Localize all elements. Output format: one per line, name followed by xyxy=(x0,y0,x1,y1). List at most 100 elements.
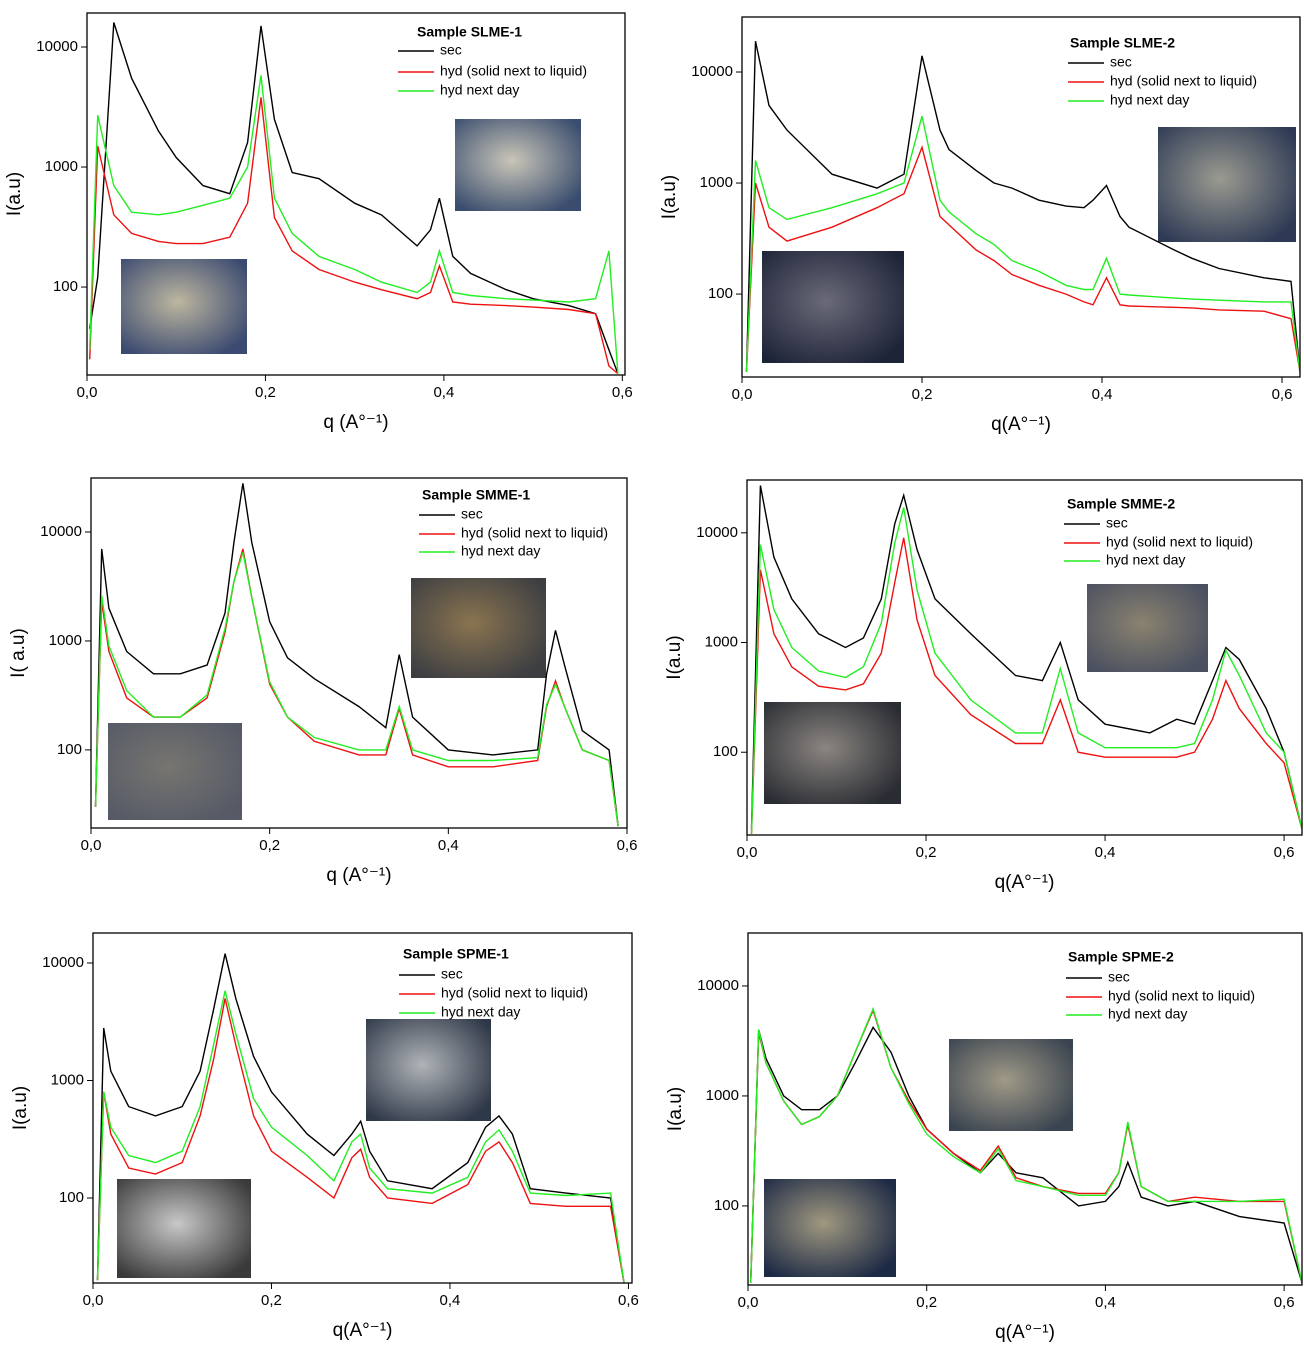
panel-title: Sample SLME-2 xyxy=(1070,35,1175,51)
y-tick-label: 100 xyxy=(714,1197,739,1214)
x-tick-label: 0,6 xyxy=(1272,386,1293,403)
series-line xyxy=(750,537,1302,834)
x-tick-label: 0,4 xyxy=(440,1292,461,1309)
y-axis-label: I( a.u) xyxy=(8,628,29,678)
legend-label: hyd (solid next to liquid) xyxy=(461,525,608,541)
series-line xyxy=(750,1006,1302,1283)
inset-photo xyxy=(366,1019,491,1121)
inset-photo xyxy=(121,259,247,354)
legend-label: hyd next day xyxy=(441,1004,520,1020)
x-tick-label: 0,2 xyxy=(261,1292,282,1309)
x-tick-label: 0,2 xyxy=(916,844,937,861)
series-line xyxy=(745,145,1300,372)
y-axis-label: I(a.u) xyxy=(4,172,25,216)
plot-frame xyxy=(86,12,626,376)
plot-frame xyxy=(90,477,628,829)
y-tick-label: 100 xyxy=(53,278,78,295)
x-tick-label: 0,4 xyxy=(1095,1294,1116,1311)
x-tick-label: 0,2 xyxy=(255,384,276,401)
inset-photo xyxy=(1087,584,1208,672)
plot-frame xyxy=(747,932,1303,1286)
y-tick-label: 100 xyxy=(713,743,738,760)
legend-label: hyd next day xyxy=(1108,1006,1187,1022)
legend-label: sec xyxy=(1106,515,1128,531)
legend-label: hyd next day xyxy=(1106,552,1185,568)
inset-photo xyxy=(949,1039,1073,1131)
y-tick-label: 10000 xyxy=(697,977,739,994)
x-tick-label: 0,6 xyxy=(617,837,638,854)
y-tick-label: 100 xyxy=(708,285,733,302)
y-tick-label: 100 xyxy=(59,1189,84,1206)
x-tick-label: 0,2 xyxy=(912,386,933,403)
series-line xyxy=(745,40,1300,372)
x-tick-label: 0,4 xyxy=(438,837,459,854)
legend-label: hyd (solid next to liquid) xyxy=(441,985,588,1001)
series-line xyxy=(745,116,1300,372)
panel-title: Sample SMME-2 xyxy=(1067,496,1175,512)
x-tick-label: 0,2 xyxy=(916,1294,937,1311)
panel-title: Sample SPME-2 xyxy=(1068,949,1174,965)
x-tick-label: 0,0 xyxy=(737,844,758,861)
x-tick-label: 0,0 xyxy=(83,1292,104,1309)
y-tick-label: 10000 xyxy=(36,38,78,55)
plot-frame xyxy=(746,479,1303,836)
legend-label: sec xyxy=(440,42,462,58)
x-axis-label: q(A°⁻¹) xyxy=(333,1320,393,1341)
x-tick-label: 0,2 xyxy=(259,837,280,854)
y-tick-label: 10000 xyxy=(40,523,82,540)
x-axis-label: q (A°⁻¹) xyxy=(326,865,391,886)
series-line xyxy=(94,552,619,827)
series-line xyxy=(89,75,619,374)
x-tick-label: 0,0 xyxy=(77,384,98,401)
legend-label: hyd next day xyxy=(440,82,519,98)
y-axis-label: I(a.u) xyxy=(664,635,685,679)
panel-title: Sample SPME-1 xyxy=(403,946,509,962)
inset-photo xyxy=(455,119,581,211)
inset-photo xyxy=(1158,127,1296,242)
series-line xyxy=(96,953,625,1283)
panel-title: Sample SMME-1 xyxy=(422,487,530,503)
y-tick-label: 100 xyxy=(57,741,82,758)
legend-label: hyd (solid next to liquid) xyxy=(1110,73,1257,89)
inset-photo xyxy=(762,251,904,363)
x-tick-label: 0,4 xyxy=(1092,386,1113,403)
x-tick-label: 0,6 xyxy=(1274,1294,1295,1311)
legend-label: hyd (solid next to liquid) xyxy=(440,63,587,79)
inset-photo xyxy=(108,723,242,820)
y-axis-label: I(a.u) xyxy=(10,1086,31,1130)
series-line xyxy=(89,97,619,375)
y-tick-label: 10000 xyxy=(691,63,733,80)
inset-photo xyxy=(411,578,546,678)
y-tick-label: 1000 xyxy=(705,633,738,650)
plot-frame xyxy=(741,16,1301,378)
plot-frame xyxy=(92,932,633,1284)
x-axis-label: q(A°⁻¹) xyxy=(991,414,1051,435)
y-tick-label: 1000 xyxy=(700,174,733,191)
x-axis-label: q (A°⁻¹) xyxy=(323,412,388,433)
x-tick-label: 0,4 xyxy=(433,384,454,401)
x-tick-label: 0,4 xyxy=(1095,844,1116,861)
panel-title: Sample SLME-1 xyxy=(417,24,522,40)
x-axis-label: q(A°⁻¹) xyxy=(995,872,1055,893)
legend-label: sec xyxy=(1110,54,1132,70)
series-line xyxy=(96,990,625,1283)
x-axis-label: q(A°⁻¹) xyxy=(995,1322,1055,1343)
legend-label: hyd (solid next to liquid) xyxy=(1106,534,1253,550)
series-line xyxy=(750,485,1302,830)
legend-label: hyd next day xyxy=(1110,92,1189,108)
legend-label: sec xyxy=(441,966,463,982)
x-tick-label: 0,0 xyxy=(732,386,753,403)
x-tick-label: 0,6 xyxy=(1274,844,1295,861)
series-line xyxy=(89,22,619,374)
inset-photo xyxy=(764,1179,896,1277)
series-line xyxy=(94,483,619,827)
x-tick-label: 0,0 xyxy=(81,837,102,854)
x-tick-label: 0,6 xyxy=(618,1292,639,1309)
x-tick-label: 0,6 xyxy=(612,384,633,401)
legend-label: sec xyxy=(1108,969,1130,985)
legend-label: hyd next day xyxy=(461,543,540,559)
y-tick-label: 1000 xyxy=(706,1087,739,1104)
legend-label: sec xyxy=(461,506,483,522)
y-tick-label: 10000 xyxy=(696,524,738,541)
